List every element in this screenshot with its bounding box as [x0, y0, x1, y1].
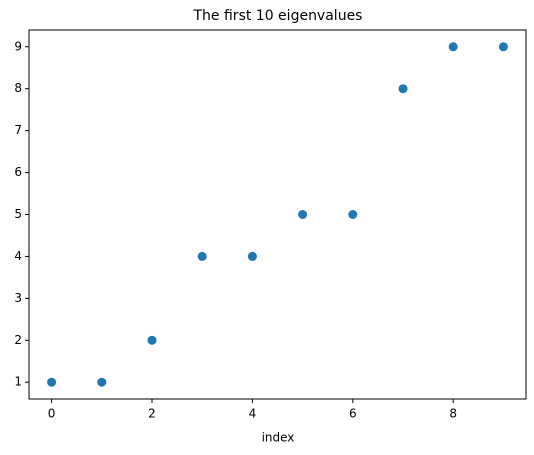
point [448, 42, 458, 52]
y-tick-label: 3 [14, 291, 22, 305]
point [298, 210, 308, 219]
point [348, 210, 358, 219]
x-tick-label: 2 [148, 407, 156, 421]
point [247, 251, 257, 261]
y-tick-label: 2 [14, 333, 22, 347]
y-tick-label: 9 [14, 39, 22, 53]
x-axis-label: index [262, 431, 295, 445]
x-tick-label: 8 [449, 407, 457, 421]
point [498, 42, 508, 52]
y-tick-label: 7 [14, 123, 22, 137]
y-tick-label: 6 [14, 165, 22, 179]
point [97, 377, 107, 387]
y-tick-label: 8 [14, 81, 22, 95]
chart-title: The first 10 eigenvalues [193, 8, 363, 24]
x-tick-label: 4 [249, 407, 257, 421]
y-tick-label: 1 [14, 375, 22, 389]
y-tick-label: 5 [14, 207, 22, 221]
point [398, 84, 408, 94]
x-tick-label: 6 [349, 407, 357, 421]
y-tick-label: 4 [14, 249, 22, 263]
point [47, 377, 57, 387]
x-tick-label: 0 [48, 407, 56, 421]
plot-frame [28, 29, 527, 400]
point [147, 335, 157, 345]
point [197, 251, 207, 261]
